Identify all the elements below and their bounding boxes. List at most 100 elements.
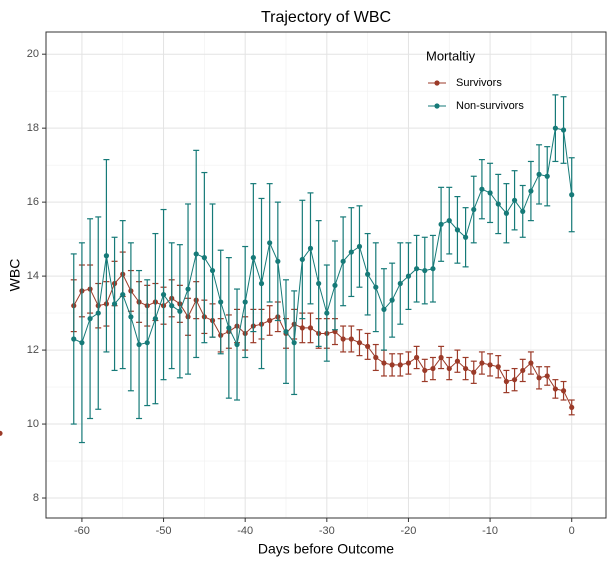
point: [462, 365, 469, 372]
point: [71, 336, 77, 342]
y-tick-label: 16: [27, 196, 39, 208]
point: [414, 266, 420, 272]
point: [454, 227, 461, 233]
point: [397, 280, 403, 287]
point: [414, 354, 420, 361]
point: [250, 255, 256, 261]
point: [356, 243, 363, 250]
point: [487, 190, 493, 196]
legend-point: [434, 80, 440, 86]
point: [120, 292, 126, 298]
point: [503, 378, 510, 385]
point: [471, 369, 477, 375]
point: [291, 340, 297, 346]
point: [528, 360, 534, 366]
point: [209, 267, 216, 274]
point: [560, 388, 567, 394]
point: [528, 188, 534, 194]
point: [111, 301, 118, 307]
x-axis-label: Days before Outcome: [258, 541, 394, 557]
point: [169, 303, 175, 309]
point: [299, 325, 305, 331]
point: [267, 317, 273, 324]
point: [356, 340, 363, 346]
panel-border: [45, 31, 607, 519]
point: [536, 375, 542, 381]
point: [160, 292, 167, 298]
point: [87, 316, 93, 322]
point: [365, 271, 371, 277]
point: [283, 328, 289, 335]
point: [258, 280, 265, 287]
point: [438, 221, 444, 227]
y-axis-label: WBC: [7, 259, 23, 292]
point: [340, 258, 346, 264]
y-tick-label: 14: [27, 270, 39, 282]
point: [495, 201, 501, 207]
point: [218, 299, 224, 305]
point: [560, 127, 567, 133]
point: [381, 360, 387, 366]
point: [536, 171, 542, 177]
point: [397, 362, 403, 368]
point: [479, 186, 485, 192]
point: [520, 367, 526, 374]
legend-label: Survivors: [456, 77, 502, 89]
y-tick-label: 20: [27, 48, 39, 60]
point: [299, 256, 305, 263]
chart-title: Trajectory of WBC: [261, 9, 391, 26]
point: [340, 336, 346, 342]
point: [144, 340, 150, 346]
point: [267, 240, 273, 246]
point: [569, 192, 575, 198]
point: [226, 325, 232, 331]
point: [79, 340, 85, 346]
point: [511, 377, 518, 383]
point: [446, 218, 452, 224]
point: [479, 360, 485, 366]
point: [438, 354, 444, 361]
point: [405, 360, 412, 366]
point: [552, 386, 558, 392]
point: [544, 173, 550, 179]
x-tick-label: 0: [569, 525, 575, 537]
point: [136, 341, 142, 348]
point: [430, 365, 436, 372]
x-tick-label: -40: [237, 525, 253, 537]
point: [373, 354, 379, 361]
point: [185, 286, 191, 292]
point: [422, 367, 428, 374]
point: [332, 282, 338, 288]
point: [275, 258, 281, 264]
point: [365, 343, 371, 349]
series-line: [73, 127, 573, 347]
point: [520, 208, 526, 214]
point: [316, 280, 322, 287]
point: [471, 206, 477, 213]
point: [422, 267, 428, 274]
point: [242, 299, 248, 305]
x-tick-label: -10: [482, 525, 498, 537]
legend-title: Mortaltiy: [426, 48, 476, 63]
legend-label: Non-survivors: [456, 100, 524, 112]
point: [201, 255, 207, 261]
point: [95, 310, 101, 316]
point: [511, 197, 518, 203]
point: [103, 253, 110, 259]
point: [430, 266, 436, 272]
point: [0, 430, 3, 436]
point: [569, 404, 575, 411]
y-tick-label: 8: [33, 492, 39, 504]
point: [348, 336, 354, 342]
point: [373, 284, 379, 290]
point: [503, 210, 510, 216]
point: [462, 234, 469, 240]
point: [389, 297, 395, 303]
point: [446, 365, 452, 372]
point: [128, 314, 134, 320]
y-tick-label: 10: [27, 418, 39, 430]
point: [544, 373, 550, 379]
point: [307, 245, 314, 251]
